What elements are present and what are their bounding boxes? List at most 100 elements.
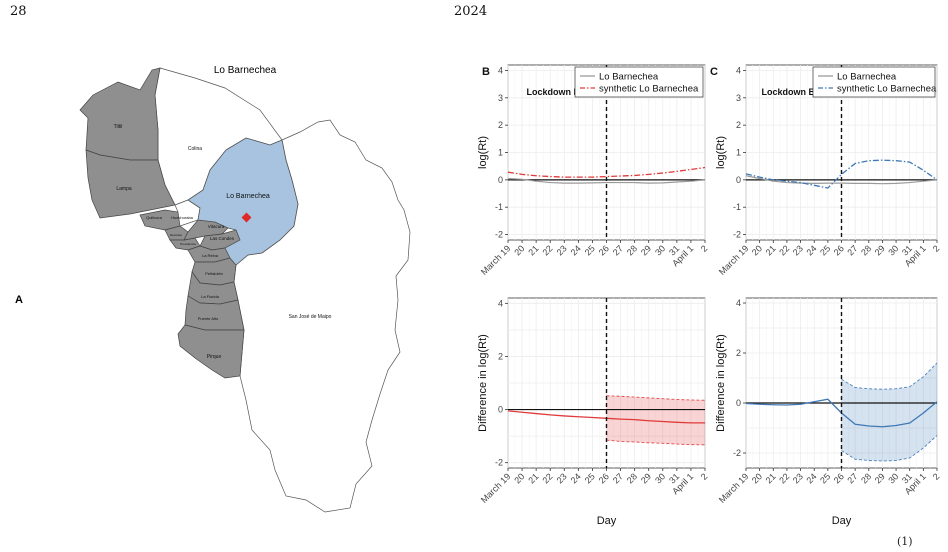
confidence-band — [606, 395, 705, 445]
x-tick-label: 22 — [777, 471, 791, 485]
label-puente-alto: Puente Alto — [198, 316, 219, 321]
x-tick-label: 30 — [886, 243, 900, 257]
label-vitacura: Vitacura — [208, 224, 225, 229]
x-tick-label: 26 — [597, 243, 611, 257]
y-axis-label: log(Rt) — [715, 136, 727, 169]
x-tick-label: 20 — [750, 471, 764, 485]
legend-box — [812, 66, 936, 98]
x-tick-label: 29 — [873, 471, 887, 485]
y-axis-label: Difference in log(Rt) — [715, 334, 727, 432]
label-quilicura: Quilicura — [146, 215, 163, 220]
x-tick-label: 29 — [873, 243, 887, 257]
x-tick-label: 28 — [859, 471, 873, 485]
x-tick-label: 29 — [639, 243, 653, 257]
x-axis-label: Day — [597, 515, 617, 527]
y-tick-label: 2 — [736, 348, 741, 358]
y-tick-label: -2 — [495, 458, 503, 468]
legend-entry: synthetic Lo Barnechea — [599, 84, 699, 95]
y-tick-label: -1 — [733, 202, 741, 212]
band-lower-edge — [841, 435, 938, 462]
label-recoleta: Recoleta — [170, 233, 182, 237]
x-tick-label: 23 — [791, 243, 805, 257]
x-tick-label: 20 — [512, 243, 526, 257]
legend-entry: Lo Barnechea — [837, 72, 897, 83]
y-tick-label: 4 — [498, 298, 503, 308]
page-footer: (1) — [897, 535, 913, 548]
series-line-lo-barnechea — [507, 177, 706, 184]
x-tick-label: 26 — [597, 471, 611, 485]
panel-letter-a: A — [15, 294, 23, 306]
band-upper-edge — [606, 395, 706, 401]
x-tick-label: 25 — [818, 471, 832, 485]
label-huechuraba: Huechuraba — [171, 215, 194, 220]
x-tick-label: 2 — [699, 243, 710, 254]
series-line-synthetic-lo-barnechea — [745, 159, 938, 189]
lockdown-annotation: Lockdown Begins — [526, 87, 603, 97]
x-tick-label: March 19 — [717, 471, 751, 505]
x-tick-label: March 19 — [717, 243, 751, 277]
y-axis-label: log(Rt) — [477, 136, 489, 169]
y-tick-label: 1 — [498, 148, 503, 158]
x-tick-label: 21 — [526, 471, 540, 485]
lockdown-annotation: Lockdown Begins — [761, 87, 838, 97]
x-tick-label: 25 — [583, 243, 597, 257]
x-tick-label: 21 — [764, 243, 778, 257]
x-tick-label: 26 — [832, 243, 846, 257]
x-tick-label: March 19 — [479, 243, 513, 277]
y-tick-label: 0 — [736, 398, 741, 408]
confidence-band — [841, 363, 937, 461]
label-lampa: Lampa — [116, 186, 132, 192]
panel-letter: C — [710, 66, 718, 78]
x-tick-label: 24 — [569, 471, 583, 485]
x-tick-label: 22 — [540, 243, 554, 257]
y-tick-label: 3 — [498, 93, 503, 103]
y-tick-label: 2 — [498, 351, 503, 361]
label-pirque: Pirque — [207, 354, 222, 360]
x-tick-label: 23 — [555, 243, 569, 257]
x-axis-label: Day — [832, 515, 852, 527]
label-providencia: Providencia — [180, 242, 196, 246]
y-tick-label: -2 — [733, 448, 741, 458]
x-tick-label: 2 — [931, 471, 942, 482]
x-tick-label: 21 — [764, 471, 778, 485]
label-lo-barnechea: Lo Barnechea — [226, 193, 270, 200]
label-las-condes: Las Condes — [210, 236, 235, 241]
x-tick-label: 2 — [931, 243, 942, 254]
legend-entry: synthetic Lo Barnechea — [837, 84, 937, 95]
x-tick-label: 23 — [555, 471, 569, 485]
x-tick-label: 27 — [611, 471, 625, 485]
x-tick-label: 22 — [540, 471, 554, 485]
y-tick-label: 4 — [736, 298, 741, 308]
label-penalolen: Peñalolén — [205, 271, 223, 276]
x-tick-label: 24 — [804, 243, 818, 257]
x-tick-label: 24 — [569, 243, 583, 257]
y-tick-label: -2 — [495, 230, 503, 240]
label-tiltil: Tiltil — [114, 124, 123, 130]
y-tick-label: 2 — [736, 120, 741, 130]
x-tick-label: 20 — [512, 471, 526, 485]
y-tick-label: 4 — [498, 65, 503, 75]
x-tick-label: March 19 — [479, 471, 513, 505]
label-san-jose-de-maipo: San José de Maipo — [289, 314, 332, 320]
panel-letter: B — [482, 66, 490, 78]
map-title: Lo Barnechea — [214, 65, 277, 76]
legend-box — [574, 66, 704, 98]
region-lampa — [85, 149, 176, 219]
page-year: 2024 — [454, 4, 488, 19]
y-tick-label: -2 — [733, 230, 741, 240]
x-tick-label: 30 — [653, 243, 667, 257]
y-tick-label: 1 — [736, 148, 741, 158]
location-marker — [241, 212, 252, 223]
series-line-synthetic-lo-barnechea — [507, 166, 706, 178]
page-number: 28 — [10, 4, 27, 19]
x-tick-label: 29 — [639, 471, 653, 485]
x-tick-label: 2 — [699, 471, 710, 482]
x-tick-label: 26 — [832, 471, 846, 485]
band-lower-edge — [606, 439, 706, 446]
label-colina: Colina — [188, 146, 202, 152]
x-tick-label: 25 — [818, 243, 832, 257]
